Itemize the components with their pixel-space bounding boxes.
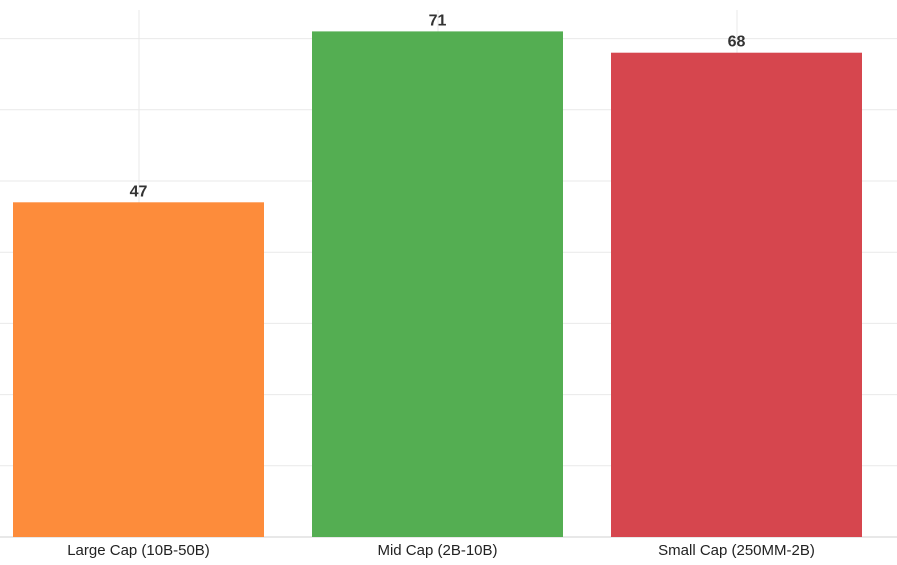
- bar-3: [611, 52, 862, 537]
- x-tick-label: Large Cap (10B-50B): [67, 542, 210, 559]
- bar-2: [312, 31, 563, 538]
- x-axis-ticks: Large Cap (10B-50B) Mid Cap (2B-10B) Small…: [67, 542, 815, 559]
- bars: [13, 31, 862, 538]
- bar-value-label: 71: [429, 12, 447, 29]
- bar-value-label: 68: [728, 34, 746, 51]
- bar-value-label: 47: [130, 183, 148, 200]
- x-tick-label: Small Cap (250MM-2B): [658, 542, 815, 559]
- x-tick-label: Mid Cap (2B-10B): [377, 542, 497, 559]
- data-labels: 47 71 68: [130, 12, 746, 200]
- bar-1: [13, 202, 264, 538]
